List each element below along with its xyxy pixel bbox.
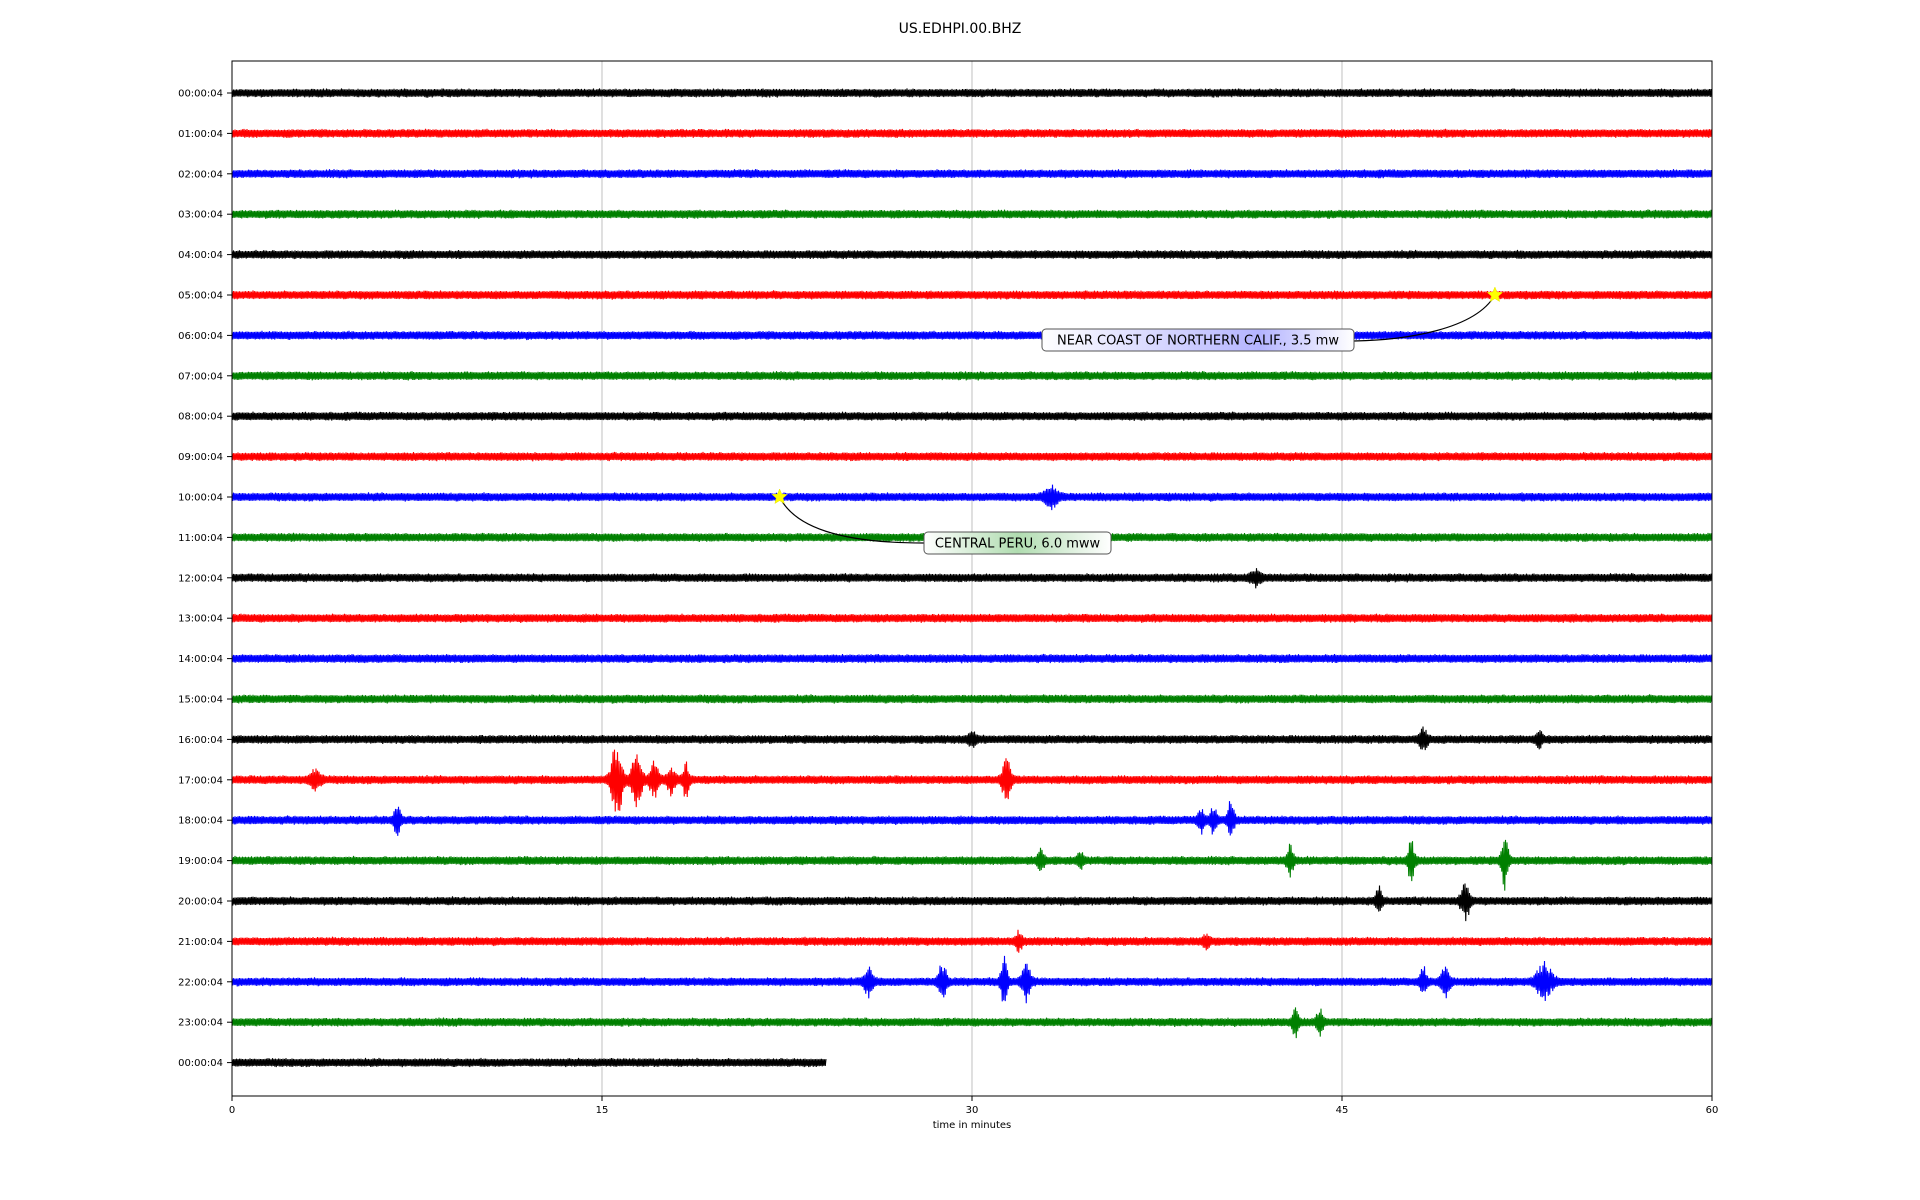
event-star-icon <box>771 488 788 505</box>
y-tick-label: 17:00:04 <box>178 775 223 786</box>
chart-title: US.EDHPI.00.BHZ <box>898 21 1022 37</box>
trace-24 <box>231 1057 827 1068</box>
x-tick-label: 45 <box>1336 1105 1349 1116</box>
trace-19 <box>231 839 1713 891</box>
y-tick-label: 09:00:04 <box>178 452 223 463</box>
y-tick-label: 04:00:04 <box>178 250 223 261</box>
y-tick-label: 02:00:04 <box>178 169 223 180</box>
trace-7 <box>231 371 1713 381</box>
y-tick-label: 14:00:04 <box>178 654 223 665</box>
y-tick-labels: 00:00:04 01:00:04 02:00:04 03:00:04 04:00:04… <box>178 89 232 1069</box>
y-tick-label: 21:00:04 <box>178 937 223 948</box>
trace-1 <box>231 128 1713 139</box>
trace-22 <box>231 955 1713 1004</box>
trace-9 <box>231 451 1713 462</box>
trace-13 <box>231 613 1713 623</box>
event-star-icon <box>1486 286 1504 303</box>
y-tick-label: 13:00:04 <box>178 614 223 625</box>
trace-4 <box>231 249 1713 260</box>
trace-17 <box>231 749 1713 812</box>
annotation-connector <box>1353 294 1496 342</box>
annotation-layer: NEAR COAST OF NORTHERN CALIF., 3.5 mw CEN… <box>771 286 1504 555</box>
event-annotation: NEAR COAST OF NORTHERN CALIF., 3.5 mw <box>1041 286 1504 352</box>
x-tick-label: 60 <box>1706 1105 1719 1116</box>
trace-layer <box>231 88 1713 1068</box>
y-tick-label: 18:00:04 <box>178 816 223 827</box>
trace-8 <box>231 411 1713 421</box>
annotation-box <box>1041 328 1355 352</box>
annotation-label: NEAR COAST OF NORTHERN CALIF., 3.5 mw <box>1057 334 1339 349</box>
y-tick-label: 00:00:04 <box>178 89 223 100</box>
x-axis-label: time in minutes <box>933 1120 1012 1131</box>
trace-3 <box>231 209 1713 219</box>
trace-6 <box>231 330 1713 341</box>
y-tick-label: 23:00:04 <box>178 1018 223 1029</box>
trace-21 <box>231 929 1713 953</box>
y-tick-label: 22:00:04 <box>178 977 223 988</box>
y-tick-label: 03:00:04 <box>178 210 223 221</box>
trace-12 <box>231 568 1713 589</box>
trace-23 <box>231 1007 1713 1039</box>
annotation-label: CENTRAL PERU, 6.0 mww <box>935 537 1101 552</box>
y-tick-label: 16:00:04 <box>178 735 223 746</box>
y-tick-label: 20:00:04 <box>178 897 223 908</box>
y-tick-label: 11:00:04 <box>178 533 223 544</box>
y-tick-label: 10:00:04 <box>178 493 223 504</box>
y-tick-label: 07:00:04 <box>178 371 223 382</box>
x-tick-label: 15 <box>596 1105 609 1116</box>
event-annotation: CENTRAL PERU, 6.0 mww <box>771 488 1112 555</box>
y-tick-label: 06:00:04 <box>178 331 223 342</box>
trace-14 <box>231 653 1713 664</box>
y-tick-label: 08:00:04 <box>178 412 223 423</box>
x-axis: 0 15 30 45 60 <box>229 1096 1719 1116</box>
y-tick-label: 01:00:04 <box>178 129 223 140</box>
trace-2 <box>231 169 1713 179</box>
trace-16 <box>231 726 1713 751</box>
y-tick-label: 05:00:04 <box>178 291 223 302</box>
trace-15 <box>231 694 1713 704</box>
trace-10 <box>231 484 1713 511</box>
x-tick-label: 0 <box>229 1105 235 1116</box>
annotation-connector <box>779 496 925 544</box>
y-tick-label: 00:00:04 <box>178 1058 223 1069</box>
annotation-box <box>923 531 1112 555</box>
trace-18 <box>231 801 1713 836</box>
y-tick-label: 12:00:04 <box>178 573 223 584</box>
y-tick-label: 15:00:04 <box>178 695 223 706</box>
trace-5 <box>231 290 1713 300</box>
x-tick-label: 30 <box>966 1105 979 1116</box>
y-tick-label: 19:00:04 <box>178 856 223 867</box>
trace-0 <box>231 88 1713 98</box>
trace-20 <box>231 883 1713 922</box>
